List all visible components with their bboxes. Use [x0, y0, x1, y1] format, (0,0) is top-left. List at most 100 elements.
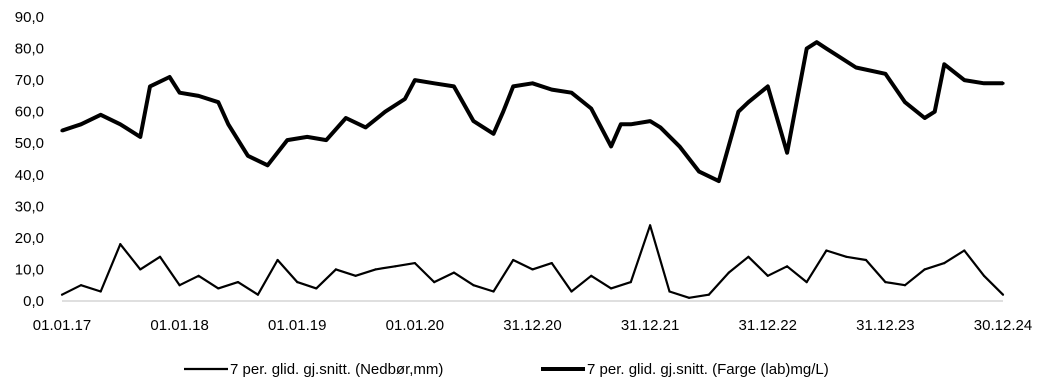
- legend-label: 7 per. glid. gj.snitt. (Farge (lab)mg/L): [587, 361, 829, 378]
- data-point: [589, 106, 593, 111]
- data-point: [403, 97, 407, 101]
- data-point: [903, 100, 907, 104]
- x-axis-ticks: 01.01.17 01.01.18 01.01.19 01.01.20 31.12.20…: [33, 317, 1032, 334]
- data-point: [845, 255, 848, 258]
- data-point: [569, 91, 574, 95]
- data-point: [236, 281, 240, 284]
- y-tick-label: 80,0: [15, 41, 44, 58]
- data-point: [139, 268, 142, 271]
- data-point: [197, 94, 201, 98]
- x-tick-label: 31.12.20: [503, 317, 561, 334]
- data-point: [178, 284, 181, 287]
- x-tick-label: 31.12.22: [739, 317, 797, 334]
- data-point: [707, 293, 710, 296]
- data-point: [933, 110, 937, 114]
- data-point: [491, 132, 496, 136]
- data-point: [834, 53, 839, 57]
- data-point: [649, 224, 652, 227]
- data-point: [266, 163, 270, 167]
- y-tick-label: 40,0: [15, 167, 44, 184]
- y-tick-label: 90,0: [15, 9, 44, 26]
- data-point: [943, 262, 946, 265]
- y-tick-label: 60,0: [15, 104, 44, 121]
- data-point: [374, 268, 377, 271]
- data-point: [766, 274, 769, 277]
- data-point: [168, 75, 172, 79]
- data-point: [216, 100, 220, 104]
- data-point: [805, 47, 809, 51]
- data-point: [99, 290, 102, 293]
- data-point: [178, 91, 182, 95]
- data-point: [79, 284, 83, 287]
- data-point: [658, 125, 663, 129]
- data-point: [923, 268, 926, 271]
- data-point: [982, 81, 986, 85]
- data-point: [963, 249, 966, 252]
- data-point: [619, 122, 623, 126]
- data-point: [610, 287, 613, 290]
- y-tick-label: 20,0: [15, 230, 44, 247]
- x-tick-label: 01.01.17: [33, 317, 91, 334]
- data-point: [1001, 293, 1005, 296]
- data-point: [609, 144, 613, 148]
- data-point: [550, 262, 553, 265]
- data-point: [717, 179, 721, 183]
- data-point: [305, 135, 309, 139]
- data-point: [854, 65, 858, 70]
- data-point: [785, 151, 789, 155]
- y-tick-label: 50,0: [15, 135, 44, 152]
- data-point: [962, 78, 966, 82]
- data-point: [1001, 81, 1005, 85]
- data-point: [60, 293, 64, 296]
- data-point: [903, 284, 907, 287]
- data-point: [512, 258, 515, 262]
- data-point: [884, 281, 887, 284]
- data-point: [364, 125, 368, 129]
- y-tick-label: 10,0: [15, 261, 44, 278]
- data-point: [118, 122, 122, 126]
- data-point: [629, 122, 633, 126]
- data-point: [982, 274, 986, 277]
- data-point: [766, 84, 770, 88]
- data-point: [119, 243, 122, 246]
- data-point: [824, 47, 829, 51]
- data-point: [942, 62, 946, 66]
- x-tick-label: 30.12.24: [974, 317, 1032, 334]
- data-point: [413, 78, 417, 82]
- data-point: [394, 265, 397, 268]
- data-point: [452, 84, 456, 88]
- data-point: [815, 40, 819, 44]
- data-point: [923, 116, 927, 120]
- data-point: [688, 296, 691, 299]
- data-point: [501, 110, 505, 114]
- data-point: [697, 170, 701, 174]
- series-group: [60, 40, 1005, 299]
- data-point: [433, 281, 436, 284]
- data-point: [158, 255, 162, 258]
- data-point: [79, 122, 83, 126]
- y-axis-ticks: 0,0 10,0 20,0 30,0 40,0 50,0 60,0 70,0 80,0 90,0: [15, 9, 44, 310]
- data-point: [677, 144, 682, 148]
- data-point: [492, 290, 495, 293]
- series-line-1: [61, 40, 1003, 184]
- data-point: [736, 110, 741, 114]
- data-point: [786, 265, 789, 268]
- data-point: [60, 129, 64, 133]
- y-tick-label: 0,0: [23, 293, 44, 310]
- data-point: [354, 274, 357, 277]
- data-point: [471, 119, 476, 123]
- data-point: [296, 281, 299, 284]
- data-point: [747, 255, 750, 258]
- data-point: [413, 262, 416, 265]
- data-point: [344, 116, 348, 120]
- data-point: [883, 72, 888, 76]
- data-point: [276, 258, 279, 262]
- x-tick-label: 01.01.20: [386, 317, 444, 334]
- data-point: [197, 274, 200, 277]
- data-point: [668, 290, 671, 293]
- data-point: [629, 281, 632, 284]
- data-point: [746, 100, 751, 104]
- data-point: [648, 119, 652, 123]
